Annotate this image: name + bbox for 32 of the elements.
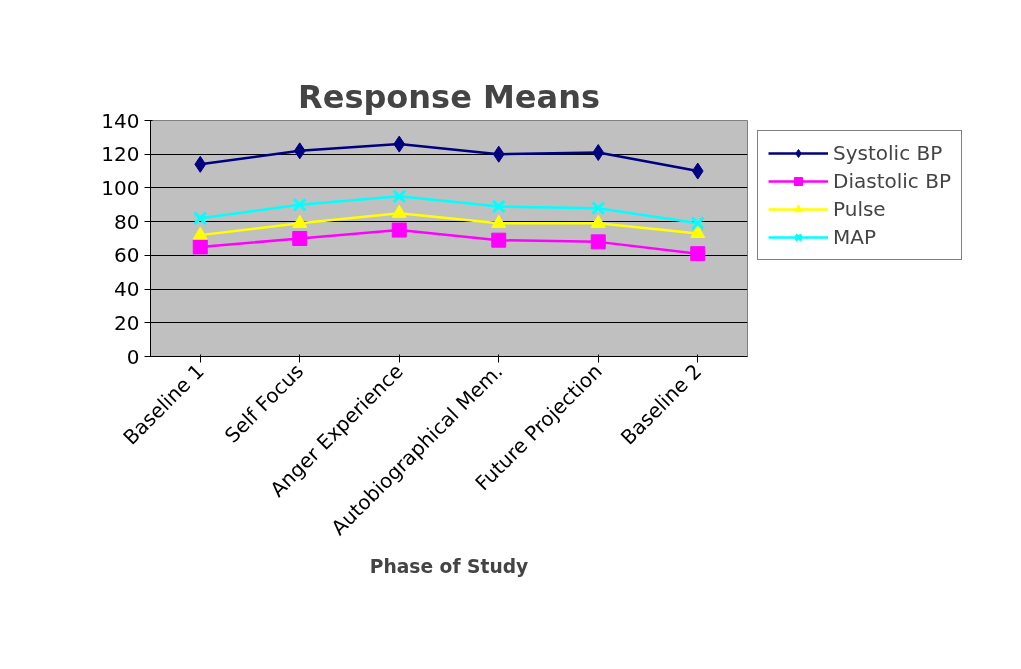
y-tick-label: 140 bbox=[101, 108, 140, 133]
point bbox=[691, 162, 704, 180]
y-tick-label: 0 bbox=[126, 344, 140, 369]
point bbox=[194, 155, 207, 173]
point bbox=[491, 232, 507, 248]
point bbox=[192, 239, 208, 255]
y-tick-label: 60 bbox=[114, 243, 140, 268]
point bbox=[292, 197, 307, 212]
point bbox=[391, 222, 407, 238]
point bbox=[392, 189, 407, 204]
chart-title: Response Means bbox=[298, 77, 600, 116]
x-axis-title: Phase of Study bbox=[369, 556, 529, 578]
point bbox=[491, 199, 506, 214]
y-tick-label: 100 bbox=[101, 175, 140, 200]
legend-label: Diastolic BP bbox=[833, 169, 951, 193]
point bbox=[393, 135, 406, 153]
point bbox=[293, 142, 306, 160]
point bbox=[591, 201, 606, 216]
legend-label: MAP bbox=[833, 225, 876, 249]
y-tick-label: 20 bbox=[114, 310, 140, 335]
point bbox=[592, 144, 605, 162]
y-tick-label: 80 bbox=[114, 209, 140, 234]
point bbox=[690, 246, 706, 262]
point bbox=[193, 211, 208, 226]
y-tick-label: 120 bbox=[101, 142, 140, 167]
legend-label: Pulse bbox=[833, 197, 886, 221]
point bbox=[492, 145, 505, 163]
legend-label: Systolic BP bbox=[833, 141, 943, 165]
point bbox=[292, 231, 308, 246]
point bbox=[690, 216, 705, 231]
y-tick-label: 40 bbox=[114, 277, 140, 302]
point bbox=[590, 234, 606, 250]
